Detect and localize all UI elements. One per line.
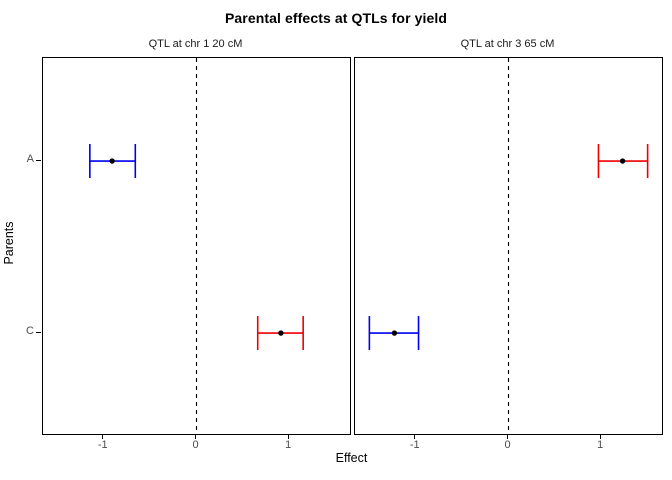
panel-plot-area-2 — [368, 58, 649, 434]
x-tick-label: 0 — [192, 439, 199, 451]
point-estimate — [109, 158, 115, 164]
x-tick-mark — [195, 434, 196, 439]
x-tick-mark — [599, 434, 601, 439]
x-tick-label: -1 — [409, 439, 420, 451]
x-tick-label: 0 — [504, 439, 511, 451]
chart-title: Parental effects at QTLs for yield — [224, 10, 448, 26]
facet-strip-qtl-2: QTL at chr 3 65 cM — [460, 38, 555, 50]
x-axis-title: Effect — [335, 451, 368, 465]
x-tick-mark — [507, 434, 508, 439]
facet-strip-qtl-1: QTL at chr 1 20 cM — [148, 38, 243, 50]
x-tick-label: -1 — [97, 439, 108, 451]
point-estimate — [619, 158, 626, 164]
x-tick-mark — [414, 434, 416, 439]
panel-plot-area-1 — [89, 58, 304, 434]
y-tick-label: C — [26, 325, 34, 338]
x-tick-mark — [102, 434, 104, 439]
point-estimate — [391, 330, 398, 336]
panel-qtl-2 — [354, 57, 663, 435]
y-tick-mark — [36, 331, 41, 333]
point-estimate — [278, 330, 284, 336]
y-tick-label: A — [26, 153, 34, 166]
panel-qtl-1 — [42, 57, 351, 435]
y-axis-title: Parents — [2, 221, 16, 265]
x-tick-mark — [287, 434, 289, 439]
x-tick-label: 1 — [285, 439, 292, 451]
y-tick-mark — [36, 159, 41, 161]
x-tick-label: 1 — [597, 439, 604, 451]
